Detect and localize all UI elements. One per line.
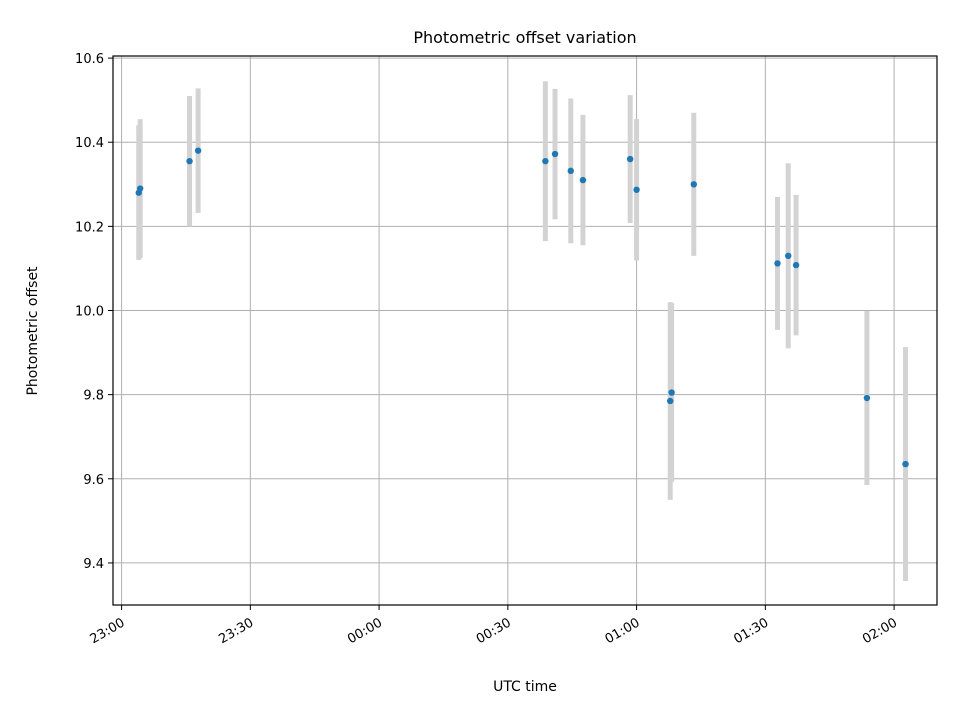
grid-lines — [113, 56, 937, 605]
data-point — [626, 155, 634, 163]
data-point — [863, 394, 871, 402]
plot-frame — [112, 55, 938, 606]
data-point — [194, 147, 202, 154]
data-point — [186, 157, 193, 165]
x-tick-label: 01:00 — [603, 615, 643, 647]
x-tick-label: 00:00 — [345, 615, 385, 647]
x-tick-label: 01:30 — [731, 615, 771, 647]
x-tick-label: 00:30 — [474, 615, 514, 647]
data-point — [542, 157, 549, 165]
y-tick-label: 9.4 — [83, 557, 104, 572]
data-point — [690, 181, 698, 188]
x-axis-label: UTC time — [493, 679, 557, 695]
data-point — [667, 397, 674, 405]
x-axis-ticks: 23:00 23:30 00:00 00:30 01:00 01:30 02:00 — [88, 605, 900, 647]
y-tick-label: 10.2 — [75, 220, 104, 235]
y-tick-label: 10.0 — [75, 305, 104, 320]
x-tick-label: 23:30 — [216, 615, 256, 647]
y-tick-label: 9.6 — [83, 473, 104, 488]
data-point — [551, 150, 559, 158]
data-point — [136, 185, 144, 192]
chart-title: Photometric offset variation — [413, 28, 636, 47]
data-point — [785, 252, 792, 260]
y-tick-label: 9.8 — [83, 389, 104, 404]
data-point — [633, 186, 640, 193]
data-point — [579, 176, 587, 184]
y-tick-label: 10.6 — [75, 52, 104, 67]
y-axis-ticks: 9.4 9.6 9.8 10.0 10.2 10.4 10.6 — [75, 52, 113, 572]
x-tick-label: 02:00 — [860, 615, 900, 647]
data-point — [774, 260, 781, 267]
data-point — [792, 261, 800, 269]
data-points — [135, 147, 909, 468]
data-point — [902, 460, 909, 468]
x-tick-label: 23:00 — [88, 615, 128, 647]
data-point — [668, 389, 675, 396]
data-point — [567, 167, 574, 175]
error-bars — [136, 81, 909, 582]
y-tick-label: 10.4 — [75, 136, 104, 151]
y-axis-label: Photometric offset — [25, 266, 41, 396]
